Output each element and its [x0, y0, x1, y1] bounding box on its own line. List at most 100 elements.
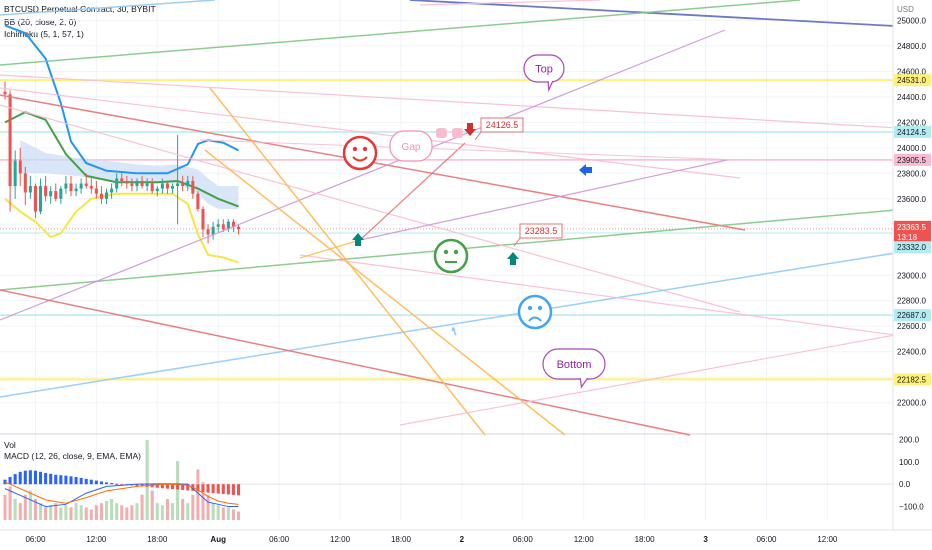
candle-body — [211, 226, 215, 235]
price-tick-label: 23600.0 — [897, 195, 926, 204]
volume-bar — [8, 486, 12, 520]
candle-body — [74, 188, 78, 192]
signal-line — [4, 481, 239, 505]
macd-tick-label: 100.0 — [899, 458, 920, 467]
macd-histogram-bar — [221, 484, 225, 495]
volume-bar — [191, 494, 195, 520]
time-tick-label: 06:00 — [25, 535, 46, 544]
volume-bar — [216, 505, 220, 520]
bottom-bubble: Bottom — [542, 348, 606, 389]
macd-histogram-bar — [181, 484, 185, 490]
happy-face-icon-mouth — [352, 156, 368, 162]
volume-bar — [125, 507, 129, 520]
volume-bar — [64, 505, 68, 520]
price-badge-text: 24124.5 — [897, 128, 926, 137]
macd-histogram-bar — [155, 484, 159, 488]
macd-histogram-bar — [18, 471, 22, 485]
candle-body — [44, 186, 48, 197]
trend-line — [0, 289, 691, 436]
down-arrow-icon — [464, 123, 476, 136]
trend-line — [199, 139, 741, 161]
volume-bar — [79, 505, 83, 520]
neutral-face-icon — [433, 238, 469, 274]
price-badge — [894, 231, 931, 244]
volume-bar — [18, 503, 22, 520]
trend-lines — [0, 0, 932, 436]
volume-bars — [3, 440, 241, 520]
candle-body — [236, 226, 241, 229]
volume-bar — [39, 503, 43, 520]
macd-histogram-bar — [110, 483, 114, 485]
volume-bar — [84, 507, 88, 520]
volume-bar — [115, 503, 119, 520]
macd-tick-label: 0.0 — [899, 480, 911, 489]
time-tick-label: 18:00 — [391, 535, 412, 544]
price-tick-label: 24000.0 — [897, 144, 926, 153]
sad-face-icon-eye — [537, 305, 543, 311]
macd-histogram-bar — [94, 480, 98, 485]
macd-histogram-bar — [211, 484, 215, 494]
price-badge-text: 23905.5 — [897, 156, 926, 165]
macd-histogram-bar — [206, 484, 210, 493]
trend-line — [359, 159, 728, 241]
price-tick-label: 23800.0 — [897, 169, 926, 178]
macd-histogram-bar — [28, 470, 32, 485]
price-tick-label: 24600.0 — [897, 67, 926, 76]
volume-bar — [171, 503, 175, 520]
trend-line — [0, 252, 896, 398]
candle-body — [89, 186, 93, 189]
macd-histogram-bar — [176, 484, 180, 490]
candle-body — [13, 160, 17, 187]
macd-line — [4, 483, 239, 508]
trend-line — [359, 142, 466, 241]
macd-pane — [0, 470, 893, 508]
time-tick-label: 06:00 — [269, 535, 290, 544]
candle-body — [59, 188, 63, 199]
macd-histogram-bar — [160, 484, 164, 489]
volume-bar — [99, 503, 103, 520]
pink-cat-icon — [436, 128, 447, 138]
price-badge-text: 13:18 — [897, 233, 918, 242]
candle-body — [3, 91, 7, 95]
volume-bar — [176, 461, 180, 520]
trend-line — [409, 0, 932, 29]
time-tick-label: 12:00 — [330, 535, 351, 544]
volume-bar — [186, 503, 190, 520]
price-badge — [894, 220, 931, 233]
kumo-cloud — [20, 140, 239, 209]
candle-body — [140, 180, 144, 187]
top-bubble-shape — [523, 54, 565, 83]
candle-body — [54, 191, 58, 199]
price-badge — [894, 74, 931, 87]
macd-histogram-bar — [44, 472, 48, 485]
macd-histogram-bar — [165, 484, 169, 489]
time-tick-label: 3 — [703, 535, 708, 544]
price-badge-text: 23332.0 — [897, 243, 926, 252]
price-badge-text: 22687.0 — [897, 311, 926, 320]
macd-histogram-bar — [8, 476, 12, 485]
macd-histogram-bar — [231, 484, 235, 495]
price-badge — [894, 153, 931, 166]
trend-line — [0, 0, 216, 16]
volume-bar — [135, 503, 139, 520]
volume-bar — [120, 505, 124, 520]
time-tick-label: 18:00 — [147, 535, 168, 544]
volume-bar — [89, 509, 93, 520]
candle-body — [64, 183, 68, 189]
candle-body — [196, 193, 200, 209]
macd-histogram-bar — [74, 476, 78, 485]
candle-body — [171, 186, 175, 189]
volume-bar — [54, 503, 58, 520]
candle-body — [186, 180, 190, 187]
price-tick-label: 23000.0 — [897, 271, 926, 280]
macd-histogram-bar — [105, 482, 109, 485]
happy-face-icon-eye — [362, 146, 368, 152]
volume-bar — [69, 507, 73, 520]
macd-histogram-bar — [115, 483, 119, 485]
callout-low-text: 23283.5 — [525, 226, 558, 236]
price-tick-label: 22600.0 — [897, 322, 926, 331]
callout-high-box — [480, 117, 524, 133]
macd-histogram-bar — [49, 473, 53, 485]
